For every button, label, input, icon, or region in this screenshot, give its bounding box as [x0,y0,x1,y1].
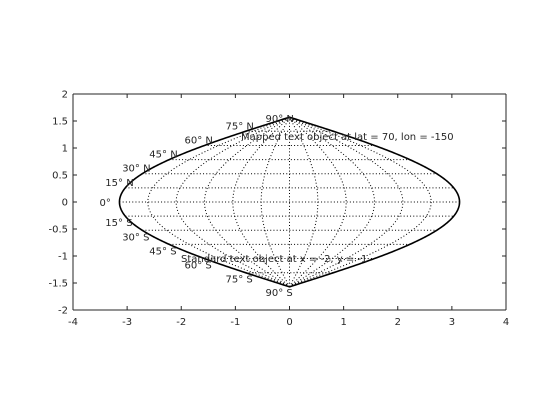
latitude-label: 90° S [266,288,293,299]
x-tick-label: -3 [122,317,132,328]
graticule [119,116,460,288]
latitude-label: 60° N [185,136,213,147]
mapped-text-annotation: Mapped text object at lat = 70, lon = -1… [241,132,454,143]
standard-text-annotation: Standard text object at x = -2, y = -1 [181,254,367,265]
x-tick-label: -4 [68,317,78,328]
x-tick-label: 2 [395,317,401,328]
x-tick-label: 0 [286,317,292,328]
x-tick-label: 4 [503,317,509,328]
latitude-label: 15° S [105,218,132,229]
y-tick-label: 0.5 [52,171,68,182]
y-tick-label: -0.5 [48,225,68,236]
latitude-label: 90° N [266,114,294,125]
latitude-labels: 90° N 75° N 60° N 45° N 30° N 15° N 0° 15° S 30°… [100,114,294,299]
x-tick-label: -1 [230,317,240,328]
x-tick-label: 1 [340,317,346,328]
y-tick-label: 2 [62,90,68,101]
y-tick-label: -1 [58,252,68,263]
latitude-label: 75° N [226,121,254,132]
y-tick-label: 1.5 [52,117,68,128]
latitude-label: 30° S [122,232,149,243]
latitude-label: 45° N [149,150,177,161]
latitude-label: 0° [100,198,111,209]
meridian-line [260,116,290,288]
x-tick-label: 3 [449,317,455,328]
latitude-label: 30° N [122,164,150,175]
y-tick-label: -2 [58,306,68,317]
latitude-label: 75° S [226,275,253,286]
latitude-label: 60° S [185,261,212,272]
x-tick-label: -2 [176,317,186,328]
meridian-line [289,116,319,288]
latitude-label: 15° N [105,178,133,189]
y-tick-label: 1 [62,144,68,155]
y-tick-label: 0 [62,198,68,209]
y-tick-label: -1.5 [48,279,68,290]
map-frame [118,116,461,288]
x-axis-ticks: -4 -3 -2 -1 0 1 2 3 4 [68,94,509,328]
y-axis-ticks: 2 1.5 1 0.5 0 -0.5 -1 -1.5 -2 [48,90,506,317]
latitude-label: 45° S [149,246,176,257]
